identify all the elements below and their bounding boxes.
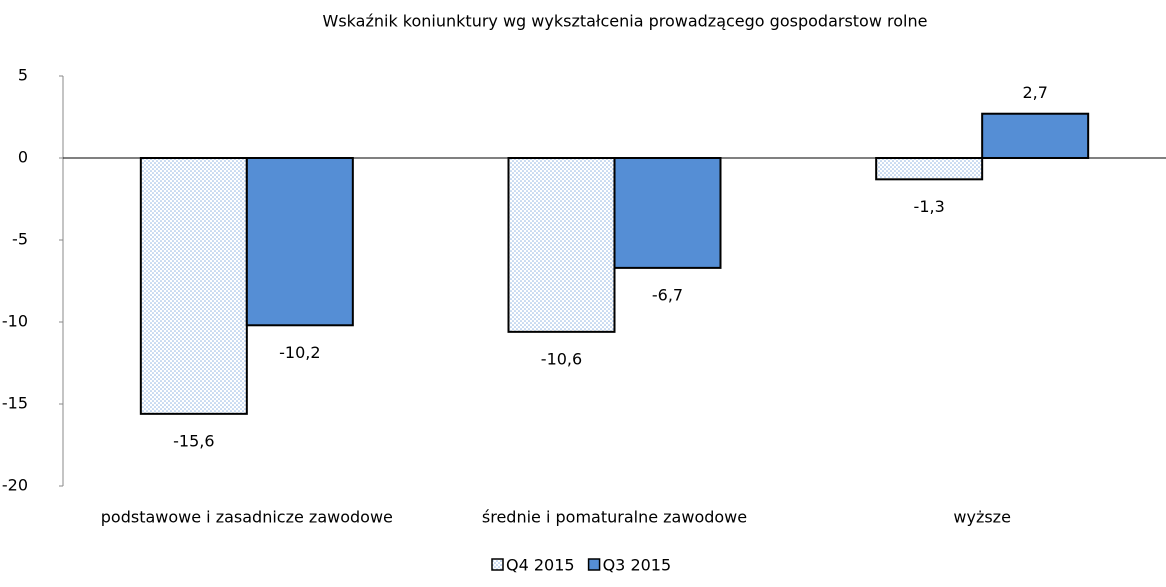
bar	[981, 112, 1090, 159]
bar	[507, 157, 616, 333]
legend-label: Q3 2015	[603, 556, 672, 575]
value-label: -10,2	[279, 343, 320, 362]
x-tick-label: podstawowe i zasadnicze zawodowe	[101, 508, 393, 527]
y-tick-label: -10	[2, 312, 28, 331]
value-label: -6,7	[652, 285, 683, 304]
legend-label: Q4 2015	[506, 556, 575, 575]
y-tick-label: -15	[2, 394, 28, 413]
bar	[139, 157, 248, 415]
bar	[613, 157, 722, 269]
x-tick-label: wyższe	[953, 508, 1011, 527]
value-label: -1,3	[914, 197, 945, 216]
y-tick-label: -5	[12, 230, 28, 249]
legend-swatch	[587, 558, 601, 571]
y-tick-label: -20	[2, 476, 28, 495]
bar	[245, 157, 354, 327]
value-label: 2,7	[1022, 83, 1047, 102]
x-tick-label: średnie i pomaturalne zawodowe	[482, 508, 747, 527]
value-label: -10,6	[541, 349, 582, 368]
bar	[875, 157, 984, 181]
y-tick-label: 0	[18, 148, 28, 167]
legend-swatch	[491, 558, 504, 571]
value-label: -15,6	[173, 431, 214, 450]
y-tick-label: 5	[18, 66, 28, 85]
chart-title: Wskaźnik koniunktury wg wykształcenia pr…	[323, 12, 928, 31]
